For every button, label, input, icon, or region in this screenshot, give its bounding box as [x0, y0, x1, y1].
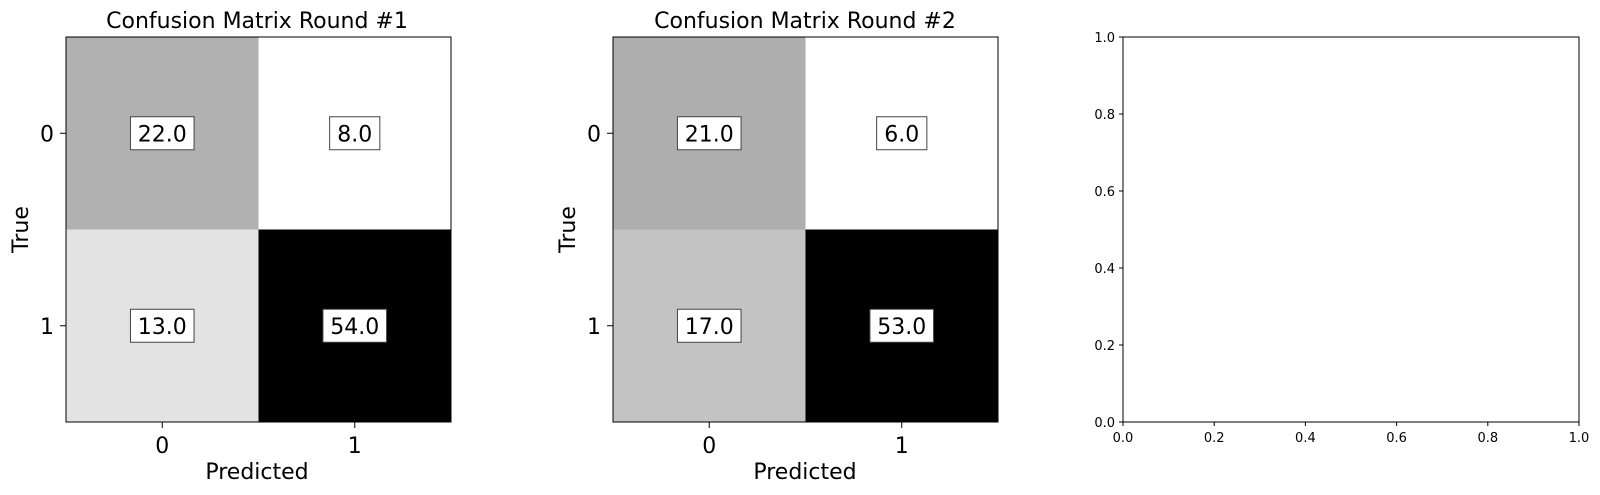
axis-ticks-1: 0 1 0 1: [40, 122, 362, 459]
y-tick-label-3-3: 0.6: [1094, 185, 1115, 200]
y-tick-label-2-0: 0: [587, 122, 601, 147]
y-tick-label-1-0: 0: [40, 122, 54, 147]
x-tick-label-2-1: 1: [895, 434, 909, 459]
x-tick-label-3-4: 0.8: [1477, 431, 1498, 446]
confusion-matrix-1: Confusion Matrix Round #1 22.0 8.0 13.0 54.…: [9, 9, 452, 485]
cell-value-label-1-0-1: 8.0: [337, 122, 372, 147]
x-tick-label-3-2: 0.4: [1295, 431, 1316, 446]
axis-ticks-2: 0 1 0 1: [587, 122, 909, 459]
x-tick-label-3-5: 1.0: [1569, 431, 1590, 446]
cell-value-label-2-0-1: 6.0: [884, 122, 919, 147]
y-tick-label-3-0: 0.0: [1094, 416, 1115, 431]
cell-value-label-2-0-0: 21.0: [685, 122, 734, 147]
cell-label-box-1-0-0: [129, 116, 195, 151]
x-tick-label-1-1: 1: [348, 434, 362, 459]
cell-label-box-1-1-0: [129, 308, 195, 343]
axes-frame-2: [612, 36, 999, 423]
cell-label-box-2-0-0: [676, 116, 742, 151]
y-axis-label-1: True: [9, 206, 34, 254]
cell-label-box-1-1-1: [322, 308, 388, 343]
cell-value-label-1-0-0: 22.0: [138, 122, 187, 147]
axes-frame-1: [65, 36, 452, 423]
y-tick-label-2-1: 1: [587, 315, 601, 340]
cell-label-box-2-1-1: [869, 308, 935, 343]
axes-frame-3: [1122, 36, 1580, 423]
cell-value-label-2-1-1: 53.0: [877, 315, 926, 340]
chart-title-1: Confusion Matrix Round #1: [106, 9, 408, 34]
x-tick-label-2-0: 0: [702, 434, 716, 459]
empty-axes-3: 0.0 0.2 0.4 0.6 0.8 1.0 0.0 0.2 0.4 0.6 0.8 1.0: [1094, 31, 1589, 446]
y-tick-label-3-4: 0.8: [1094, 108, 1115, 123]
cell-value-label-1-1-0: 13.0: [138, 315, 187, 340]
chart-title-2: Confusion Matrix Round #2: [654, 9, 956, 34]
x-tick-label-1-0: 0: [155, 434, 169, 459]
y-axis-label-2: True: [556, 206, 581, 254]
x-tick-label-3-3: 0.6: [1386, 431, 1407, 446]
axis-ticks-3: 0.0 0.2 0.4 0.6 0.8 1.0 0.0 0.2 0.4 0.6 0.8 1.0: [1094, 31, 1589, 446]
cell-label-box-2-0-1: [876, 116, 928, 151]
cell-label-box-1-0-1: [329, 116, 381, 151]
cell-value-label-1-1-1: 54.0: [330, 315, 379, 340]
x-tick-label-3-0: 0.0: [1113, 431, 1134, 446]
y-tick-label-3-1: 0.2: [1094, 339, 1115, 354]
y-tick-label-1-1: 1: [40, 315, 54, 340]
heatmap-cells-2: 21.0 6.0 17.0 53.0: [613, 37, 998, 422]
cell-label-box-2-1-0: [676, 308, 742, 343]
x-tick-label-3-1: 0.2: [1204, 431, 1225, 446]
y-tick-label-3-2: 0.4: [1094, 262, 1115, 277]
x-axis-label-2: Predicted: [753, 460, 856, 485]
x-axis-label-1: Predicted: [205, 460, 308, 485]
heatmap-cells-1: 22.0 8.0 13.0 54.0: [66, 37, 451, 422]
confusion-matrix-2: Confusion Matrix Round #2 21.0 6.0 17.0 53.…: [556, 9, 999, 485]
cell-value-label-2-1-0: 17.0: [685, 315, 734, 340]
y-tick-label-3-5: 1.0: [1094, 31, 1115, 46]
